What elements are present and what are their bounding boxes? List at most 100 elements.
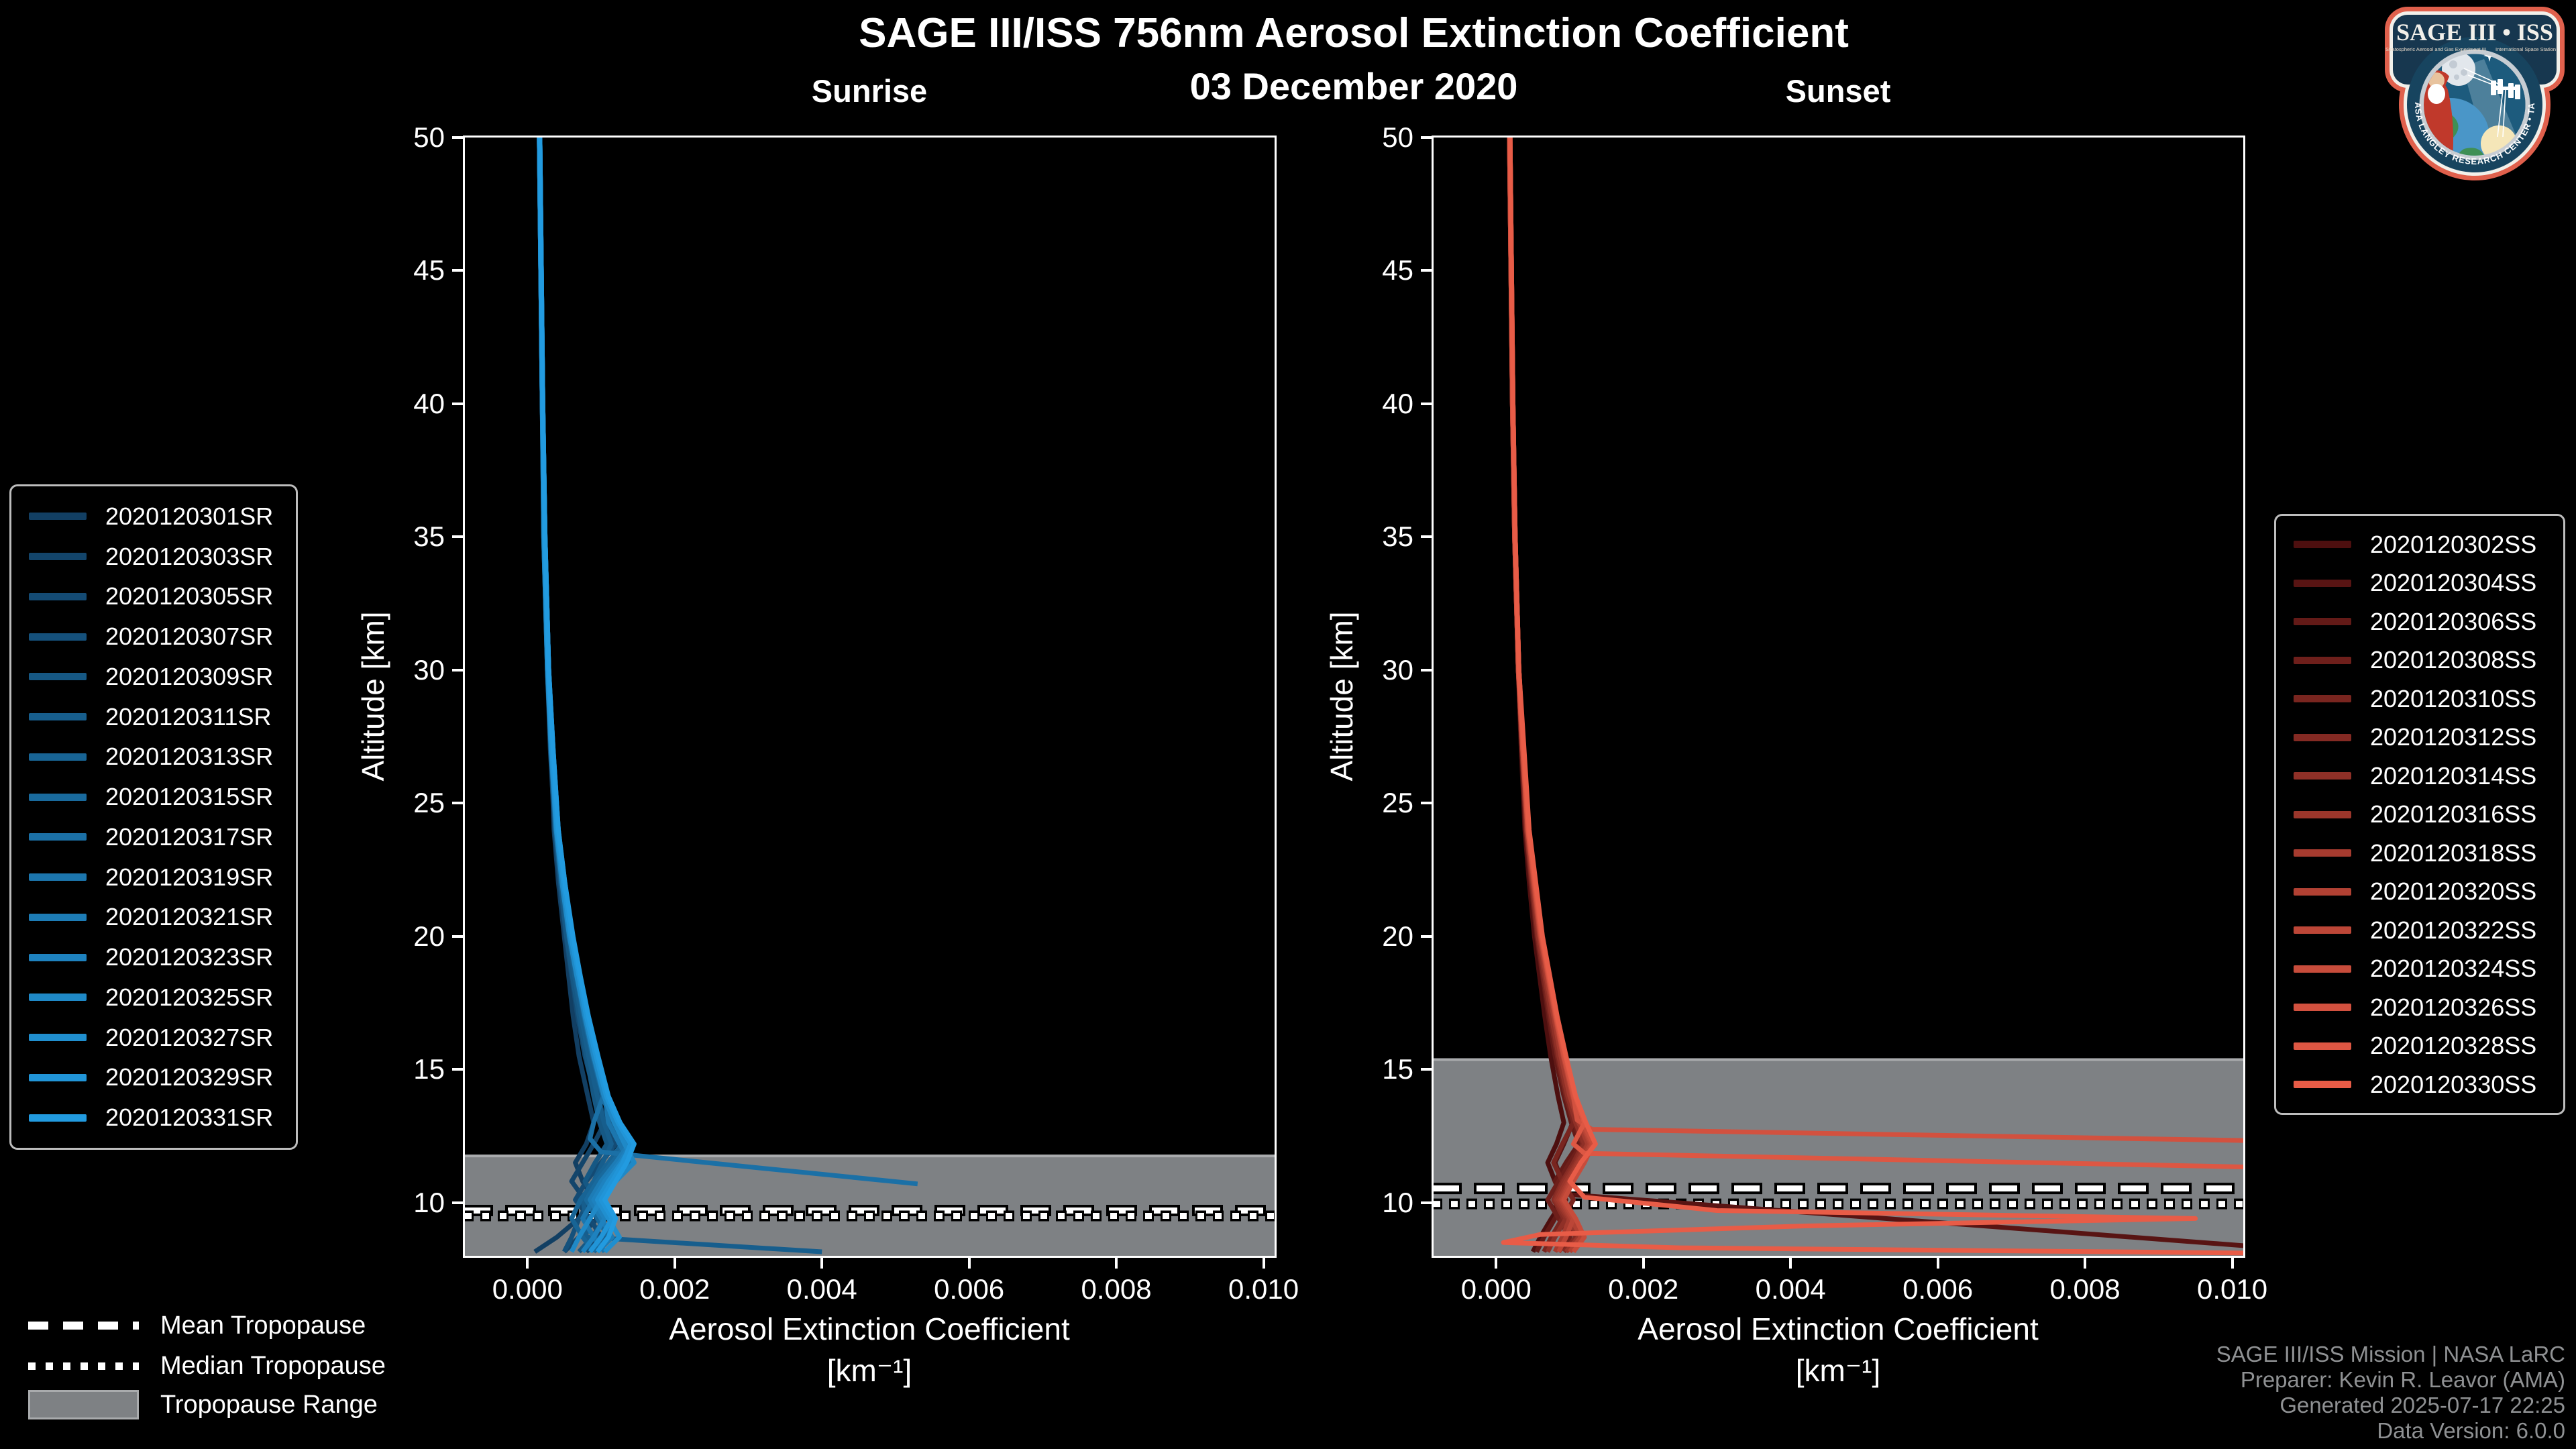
- legend-swatch: [2294, 926, 2351, 934]
- legend-swatch: [2294, 541, 2351, 548]
- y-tick-label: 10: [413, 1186, 445, 1218]
- legend-swatch: [29, 553, 87, 560]
- y-tick-label: 35: [1382, 521, 1413, 553]
- y-tick-label: 25: [1382, 787, 1413, 819]
- legend-swatch: [29, 793, 87, 801]
- legend-swatch: [29, 994, 87, 1002]
- legend-swatch: [2294, 656, 2351, 664]
- moon-icon: [2442, 54, 2475, 86]
- legend-label: 2020120323SR: [105, 943, 274, 971]
- plot-sunset: [1434, 138, 2243, 1256]
- legend-item: 2020120328SS: [2294, 1032, 2563, 1060]
- y-tick: [1421, 934, 1432, 938]
- legend-swatch: [2294, 965, 2351, 973]
- y-tick-label: 45: [1382, 254, 1413, 286]
- y-tick-label: 30: [1382, 653, 1413, 686]
- logo-sub-right: International Space Station: [2496, 46, 2556, 52]
- y-tick: [1421, 269, 1432, 272]
- legend-item: 2020120310SS: [2294, 685, 2563, 713]
- y-tick-label: 40: [1382, 387, 1413, 419]
- x-tick-label: 0.002: [1608, 1273, 1679, 1305]
- occultation-rays: [2463, 68, 2506, 138]
- x-tick-label: 0.010: [1228, 1273, 1299, 1305]
- y-tick-label: 10: [1382, 1186, 1413, 1218]
- legend-item: 2020120325SR: [29, 983, 296, 1012]
- legend-swatch: [29, 1073, 87, 1081]
- legend-swatch: [2294, 1004, 2351, 1011]
- y-tick: [1421, 402, 1432, 405]
- y-tick: [1421, 1201, 1432, 1204]
- median-tropopause-label: Median Tropopause: [160, 1351, 386, 1380]
- legend-label: 2020120320SS: [2370, 877, 2537, 905]
- legend-item: 2020120318SS: [2294, 839, 2563, 867]
- logo-title: SAGE III • ISS: [2396, 19, 2553, 46]
- x-tick-label: 0.000: [1460, 1273, 1532, 1305]
- legend-swatch: [29, 713, 87, 720]
- legend-label: 2020120304SS: [2370, 569, 2537, 596]
- legend-item: 2020120312SS: [2294, 723, 2563, 751]
- date-subtitle: 03 December 2020: [1189, 65, 1518, 107]
- legend-swatch: [29, 753, 87, 761]
- x-tick-label: 0.004: [1755, 1273, 1826, 1305]
- y-tick: [452, 1201, 463, 1204]
- profile-2020120317SR: [537, 138, 918, 1187]
- legend-label: 2020120324SS: [2370, 955, 2537, 982]
- y-tick-label: 35: [413, 521, 445, 553]
- legend-swatch: [2294, 849, 2351, 857]
- sunset-legend: 2020120302SS 2020120304SS 2020120306SS 2020…: [2274, 514, 2565, 1115]
- legend-item: 2020120327SR: [29, 1024, 296, 1052]
- legend-swatch: [29, 592, 87, 600]
- legend-item-median-tropopause: Median Tropopause: [28, 1348, 386, 1383]
- tropopause-range-label: Tropopause Range: [160, 1390, 378, 1419]
- legend-label: 2020120313SR: [105, 743, 274, 771]
- legend-item-tropopause-range: Tropopause Range: [28, 1387, 378, 1422]
- legend-swatch: [29, 633, 87, 641]
- x-tick: [1262, 1258, 1265, 1269]
- y-tick: [452, 535, 463, 539]
- x-tick: [1642, 1258, 1645, 1269]
- legend-swatch: [2294, 1042, 2351, 1050]
- sunrise-x-axis-label: Aerosol Extinction Coefficient: [669, 1311, 1070, 1346]
- legend-item: 2020120311SR: [29, 703, 296, 731]
- legend-label: 2020120311SR: [105, 702, 272, 731]
- y-tick: [452, 934, 463, 938]
- legend-label: 2020120316SS: [2370, 800, 2537, 828]
- legend-label: 2020120321SR: [105, 903, 274, 931]
- legend-item: 2020120309SR: [29, 663, 296, 691]
- x-tick: [1115, 1258, 1118, 1269]
- legend-label: 2020120319SR: [105, 863, 274, 891]
- legend-swatch: [29, 1114, 87, 1122]
- sage-iss-logo: SAGE III • ISS Stratospheric Aerosol and…: [2383, 5, 2565, 180]
- y-tick: [1421, 668, 1432, 672]
- legend-swatch: [2294, 733, 2351, 741]
- mean-tropopause-label: Mean Tropopause: [160, 1311, 366, 1340]
- profile-2020120311SR: [537, 138, 822, 1254]
- x-tick-label: 0.000: [492, 1273, 563, 1305]
- median-tropopause-swatch: [28, 1362, 139, 1370]
- legend-label: 2020120308SS: [2370, 646, 2537, 674]
- legend-swatch: [2294, 1081, 2351, 1088]
- legend-item: 2020120316SS: [2294, 800, 2563, 828]
- legend-label: 2020120310SS: [2370, 684, 2537, 712]
- x-tick-label: 0.006: [1902, 1273, 1974, 1305]
- legend-label: 2020120305SR: [105, 582, 274, 610]
- legend-label: 2020120301SR: [105, 502, 274, 530]
- x-tick: [673, 1258, 676, 1269]
- legend-item: 2020120323SR: [29, 943, 296, 971]
- y-tick-label: 40: [413, 387, 445, 419]
- profile-2020120331SR: [537, 138, 637, 1254]
- legend-label: 2020120317SR: [105, 822, 274, 851]
- y-tick-label: 50: [413, 121, 445, 153]
- legend-label: 2020120330SS: [2370, 1070, 2537, 1098]
- sunrise-x-axis-unit: [km⁻¹]: [826, 1353, 912, 1388]
- legend-label: 2020120303SR: [105, 542, 274, 570]
- legend-item: 2020120315SR: [29, 783, 296, 811]
- x-tick: [1495, 1258, 1498, 1269]
- credit-line-mission: SAGE III/ISS Mission | NASA LaRC: [2216, 1342, 2565, 1366]
- legend-item: 2020120301SR: [29, 502, 296, 531]
- legend-item: 2020120331SR: [29, 1104, 296, 1132]
- y-tick-label: 20: [1382, 920, 1413, 952]
- y-tick: [1421, 802, 1432, 805]
- legend-label: 2020120328SS: [2370, 1032, 2537, 1059]
